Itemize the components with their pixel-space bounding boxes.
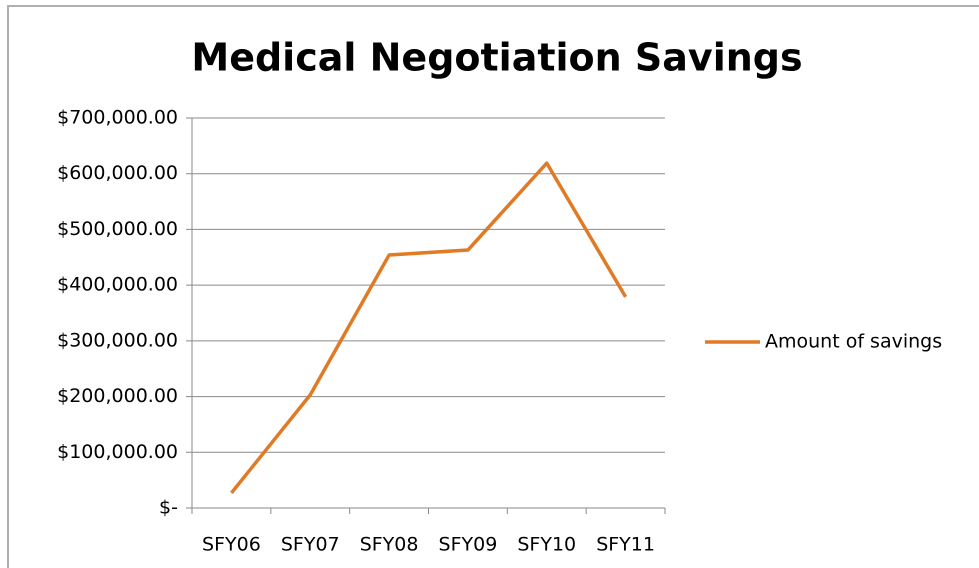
y-tick-label: $600,000.00 — [57, 162, 178, 184]
y-tick-label: $500,000.00 — [57, 218, 178, 240]
y-tick-label: $100,000.00 — [57, 441, 178, 463]
y-tick-label: $200,000.00 — [57, 385, 178, 407]
x-tick-label: SFY10 — [517, 534, 576, 556]
series-line — [230, 161, 628, 495]
x-tick-label: SFY06 — [202, 534, 261, 556]
x-tick-label: SFY07 — [281, 534, 340, 556]
chart-frame — [7, 5, 979, 568]
x-tick-label: SFY08 — [360, 534, 419, 556]
x-tick-label: SFY09 — [439, 534, 498, 556]
x-tick-label: SFY11 — [596, 534, 655, 556]
y-tick-label: $700,000.00 — [57, 107, 178, 129]
chart-title: Medical Negotiation Savings — [191, 36, 802, 80]
y-tick-label: $- — [159, 497, 178, 519]
y-tick-label: $300,000.00 — [57, 329, 178, 351]
legend-label: Amount of savings — [765, 331, 942, 353]
y-tick-label: $400,000.00 — [57, 274, 178, 296]
